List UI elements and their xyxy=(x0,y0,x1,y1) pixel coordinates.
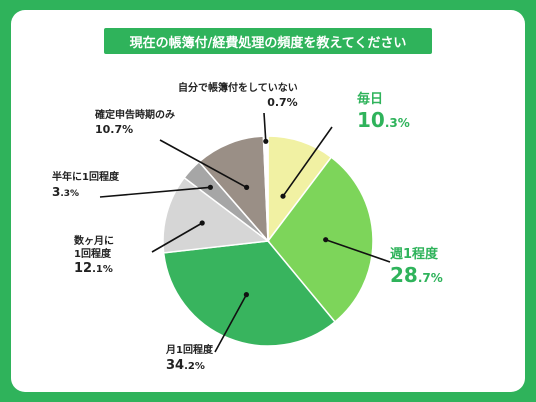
leader-dot-tax-season xyxy=(244,184,250,190)
leader-dot-half-year xyxy=(207,184,213,190)
slice-label-not-doing: 自分で帳簿付をしていない 0.7% xyxy=(178,83,298,109)
pie-slice-monthly xyxy=(162,240,336,347)
slice-label-few-months: 数ヶ月に 1回程度 12.1% xyxy=(74,236,114,276)
leader-dot-daily xyxy=(280,193,286,199)
leader-line-not-doing xyxy=(263,112,267,142)
slice-label-half-year: 半年に1回程度 3.3% xyxy=(52,172,119,199)
leader-line-daily xyxy=(282,126,333,197)
leader-dot-weekly xyxy=(323,237,329,243)
leader-line-monthly xyxy=(214,294,248,353)
slice-label-tax-season: 確定申告時期のみ 10.7% xyxy=(95,110,175,136)
leader-dot-monthly xyxy=(243,292,249,298)
leader-line-few-months xyxy=(151,222,203,253)
chart-title: 現在の帳簿付/経費処理の頻度を教えてください xyxy=(104,28,432,54)
slice-label-daily: 毎日 10.3% xyxy=(357,92,410,133)
leader-line-tax-season xyxy=(159,139,247,189)
slice-label-weekly: 週1程度 28.7% xyxy=(390,247,443,288)
leader-line-weekly xyxy=(325,238,391,263)
pie-slice-few-months xyxy=(162,176,270,254)
pie-slice-weekly xyxy=(267,156,374,323)
pie-slice-tax-season xyxy=(198,135,269,244)
slice-label-monthly: 月1回程度 34.2% xyxy=(166,345,213,373)
leader-dot-not-doing xyxy=(263,138,269,144)
leader-dot-few-months xyxy=(199,220,205,226)
leader-line-half-year xyxy=(99,186,211,198)
